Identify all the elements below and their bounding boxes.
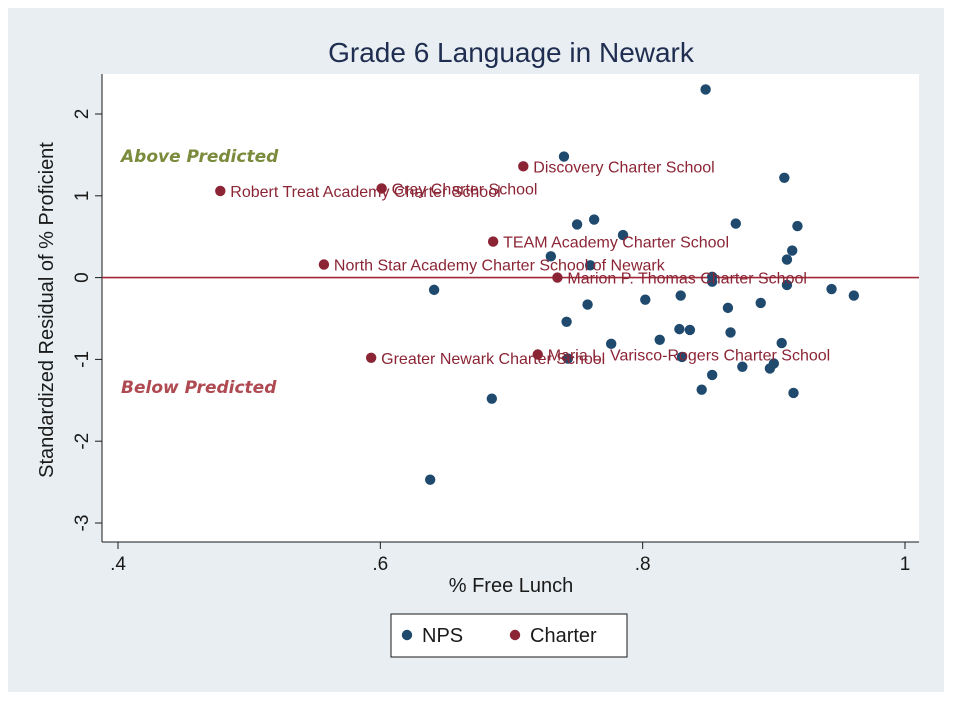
chart-title: Grade 6 Language in Newark <box>328 37 695 68</box>
charter-point <box>487 236 499 247</box>
nps-point <box>764 363 776 374</box>
nps-point <box>654 334 665 345</box>
legend-nps-label: NPS <box>422 625 463 647</box>
charter-point-label: Greater Newark Charter School <box>381 351 605 368</box>
nps-point <box>674 323 685 335</box>
charter-point-label: Maria L. Varisco-Rogers Charter School <box>548 347 830 364</box>
x-tick-label: 1 <box>900 554 911 575</box>
nps-point <box>755 297 766 309</box>
nps-point <box>781 279 793 291</box>
nps-point <box>826 283 837 295</box>
y-axis-title: Standardized Residual of % Proficient <box>36 142 58 478</box>
nps-point <box>562 353 574 364</box>
charter-points: Discovery Charter School Robert Treat Aca… <box>215 159 830 368</box>
x-axis-title: % Free Lunch <box>449 575 574 597</box>
nps-point <box>684 324 696 336</box>
nps-point <box>676 351 688 363</box>
y-tick-label: 0 <box>72 272 93 283</box>
nps-point <box>582 299 593 310</box>
charter-point <box>318 259 330 270</box>
nps-point <box>561 316 572 327</box>
legend-charter-marker <box>509 629 521 641</box>
charter-point-label: Gray Charter School <box>392 181 538 198</box>
nps-point <box>788 387 799 399</box>
nps-point <box>585 260 596 271</box>
charter-point <box>552 272 563 283</box>
nps-points <box>424 84 860 485</box>
nps-point <box>424 474 436 485</box>
y-tick-label: -3 <box>72 515 93 532</box>
nps-point <box>700 84 711 95</box>
nps-point <box>545 251 557 262</box>
nps-point <box>781 254 793 265</box>
nps-point <box>675 290 686 301</box>
chart-frame: Grade 6 Language in Newark 2 1 0 -1 -2 -3 .4 .6… <box>8 8 944 692</box>
charter-point-label: Discovery Charter School <box>533 159 714 176</box>
y-tick-label: -2 <box>72 433 93 450</box>
nps-point <box>776 337 787 349</box>
charter-point <box>376 183 387 194</box>
legend-charter-label: Charter <box>530 625 597 647</box>
x-tick-label: .4 <box>110 554 126 575</box>
nps-point <box>786 245 798 256</box>
charter-point <box>518 161 529 172</box>
nps-point <box>640 294 651 305</box>
nps-point <box>571 219 583 230</box>
charter-point-label: TEAM Academy Charter School <box>503 235 729 252</box>
y-tick-label: -1 <box>72 351 93 368</box>
nps-point <box>722 302 734 314</box>
x-tick-label: .8 <box>635 554 651 575</box>
nps-point <box>792 220 803 232</box>
charter-point <box>215 185 226 197</box>
below-predicted-label: Below Predicted <box>121 378 277 398</box>
nps-point <box>428 284 440 296</box>
nps-point <box>558 151 570 162</box>
scatter-chart: Grade 6 Language in Newark 2 1 0 -1 -2 -3 .4 .6… <box>36 37 919 658</box>
legend-nps-marker <box>401 629 413 641</box>
axes: 2 1 0 -1 -2 -3 .4 .6 .8 1 <box>72 74 919 575</box>
charter-point <box>532 349 543 360</box>
nps-point <box>605 338 617 350</box>
y-tick-label: 2 <box>72 109 93 120</box>
nps-point <box>725 327 736 338</box>
region-labels: Above Predicted Below Predicted <box>119 147 279 398</box>
nps-point <box>696 384 707 395</box>
charter-point-label: Robert Treat Academy Charter School <box>230 184 500 201</box>
nps-point <box>617 229 629 241</box>
charter-point <box>365 352 377 363</box>
nps-point <box>486 393 498 404</box>
x-tick-label: .6 <box>372 554 388 575</box>
plot-area <box>102 74 919 542</box>
nps-point <box>706 276 718 287</box>
nps-point <box>706 369 718 381</box>
nps-point <box>730 218 741 229</box>
nps-point <box>737 361 748 372</box>
legend: NPS Charter <box>390 613 628 658</box>
charter-point-label: North Star Academy Charter School of New… <box>334 258 666 275</box>
charter-point-label: Marion P. Thomas Charter School <box>567 271 807 288</box>
legend-box <box>390 613 628 658</box>
nps-point <box>779 172 790 184</box>
nps-point <box>848 290 860 301</box>
y-tick-label: 1 <box>72 191 93 202</box>
nps-point <box>588 214 600 225</box>
above-predicted-label: Above Predicted <box>119 147 279 167</box>
